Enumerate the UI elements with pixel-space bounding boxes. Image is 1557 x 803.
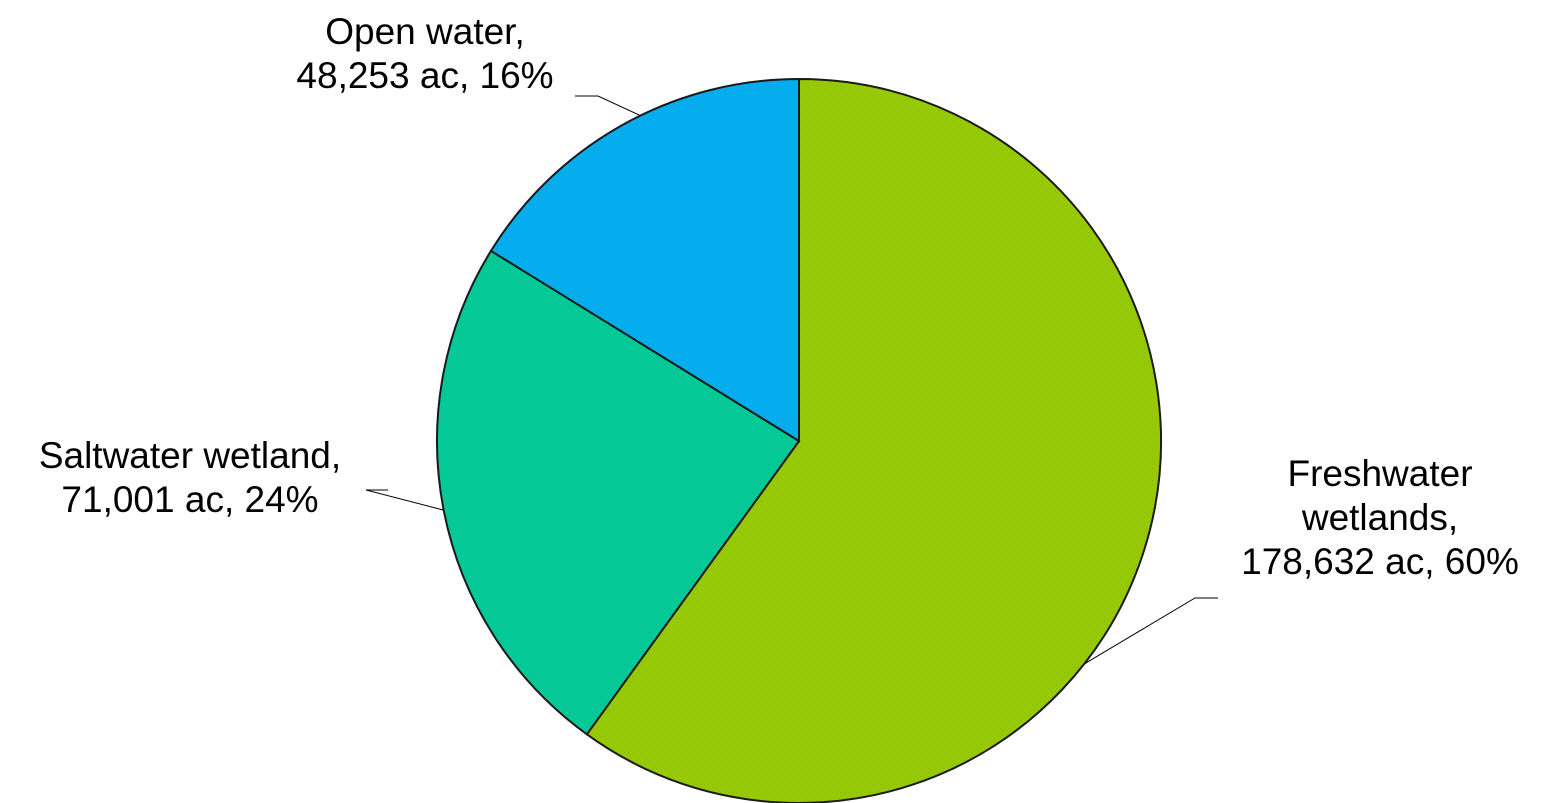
slice-label-line: Freshwater — [1287, 453, 1473, 494]
slice-label-saltwater-wetland: Saltwater wetland, 71,001 ac, 24% — [10, 434, 370, 522]
slice-label-line: Open water, — [325, 11, 525, 52]
pie-slice-texture-open-water — [490, 79, 799, 441]
slice-label-line: Saltwater wetland, — [38, 435, 342, 476]
slice-label-line: 178,632 ac, 60% — [1241, 541, 1519, 582]
slice-label-line: 71,001 ac, 24% — [61, 479, 319, 520]
pie-slice-texture-saltwater-wetland — [437, 250, 799, 735]
slice-label-freshwater-wetlands: Freshwater wetlands, 178,632 ac, 60% — [1210, 452, 1550, 584]
leader-line-saltwater-wetland — [365, 489, 444, 511]
pie-slice-texture-freshwater-wetlands — [586, 79, 1161, 803]
slice-label-line: wetlands, — [1301, 497, 1459, 538]
slice-label-line: 48,253 ac, 16% — [296, 55, 554, 96]
slice-label-open-water: Open water, 48,253 ac, 16% — [255, 10, 595, 98]
leader-line-open-water — [575, 95, 641, 117]
leader-line-freshwater-wetlands — [1084, 597, 1218, 665]
